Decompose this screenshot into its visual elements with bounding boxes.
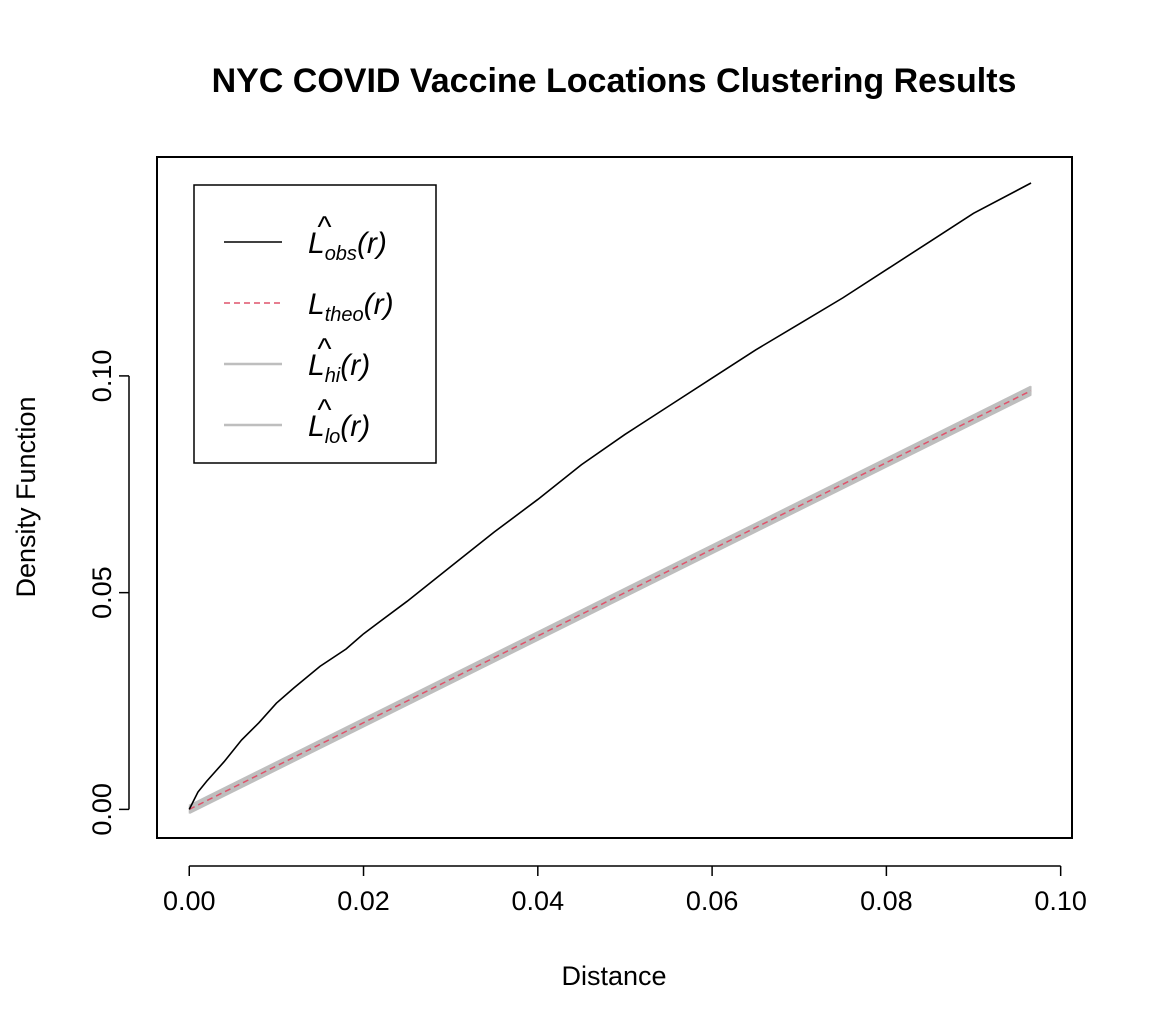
legend-label-obs: Lobs(r) (308, 227, 387, 265)
plot-frame (156, 156, 1073, 839)
data-layer (188, 182, 1032, 814)
chart-title: NYC COVID Vaccine Locations Clustering R… (212, 62, 1017, 100)
legend-label-theo: Ltheo(r) (308, 288, 394, 326)
x-tick-label: 0.02 (337, 886, 390, 916)
x-tick-label: 0.10 (1034, 886, 1087, 916)
legend-hat-lo: ^ (317, 394, 332, 427)
series-hi-line (188, 385, 1032, 808)
legend-hat-hi: ^ (317, 333, 332, 366)
y-tick-label: 0.00 (87, 783, 117, 836)
axes-layer: 0.00 0.02 0.04 0.06 0.08 0.10 0.00 0.05 0.10 (87, 350, 1087, 916)
series-obs-line (188, 182, 1032, 810)
series-theo-line (188, 389, 1032, 811)
x-tick-label: 0.00 (163, 886, 216, 916)
x-tick-label: 0.08 (860, 886, 913, 916)
y-tick-label: 0.05 (87, 566, 117, 619)
x-tick-label: 0.06 (686, 886, 739, 916)
legend-label-hi: Lhi(r) (308, 349, 370, 387)
legend-label-lo: Llo(r) (308, 410, 370, 448)
y-tick-label: 0.10 (87, 350, 117, 403)
legend-box (193, 184, 437, 464)
legend-hat-obs: ^ (317, 211, 332, 244)
x-axis-label: Distance (561, 961, 666, 991)
legend: Lobs(r)^Ltheo(r)Lhi(r)^Llo(r)^ (193, 184, 437, 464)
series-lo-line (188, 393, 1032, 814)
y-axis-label: Density Function (11, 396, 41, 597)
x-tick-label: 0.04 (512, 886, 565, 916)
